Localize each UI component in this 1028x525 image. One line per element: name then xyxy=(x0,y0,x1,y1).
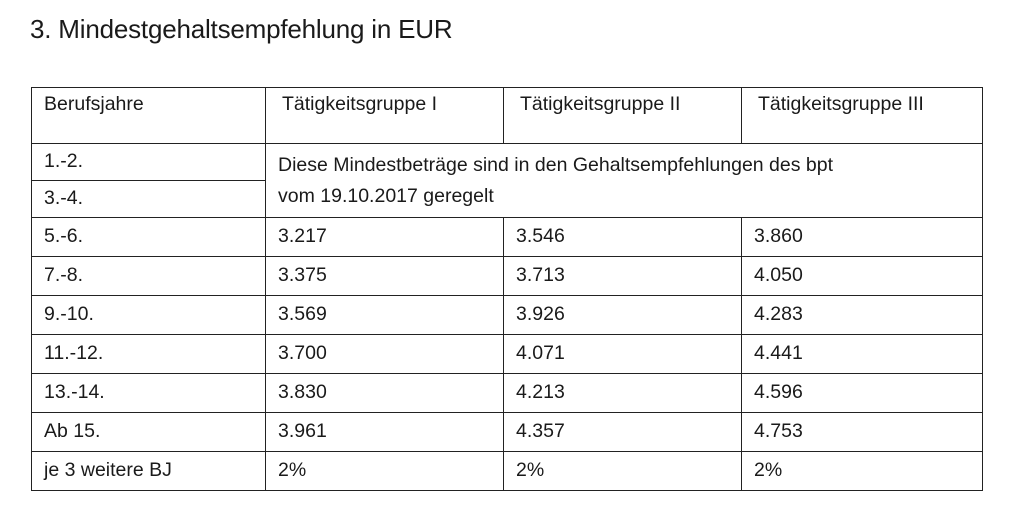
header-berufsjahre: Berufsjahre xyxy=(31,87,266,144)
row-label: 1.-2. xyxy=(31,143,266,181)
value-group-3: 2% xyxy=(741,451,983,491)
note-line-2: vom 19.10.2017 geregelt xyxy=(278,185,494,207)
table-row: 9.-10. 3.569 3.926 4.283 xyxy=(31,295,983,335)
value-group-1: 3.217 xyxy=(265,217,504,257)
value-group-3: 4.441 xyxy=(741,334,983,374)
table-row: 11.-12. 3.700 4.071 4.441 xyxy=(31,334,983,374)
value-group-2: 3.926 xyxy=(503,295,742,335)
table-row: 1.-2. Diese Mindestbeträge sind in den G… xyxy=(31,143,983,218)
value-group-2: 3.546 xyxy=(503,217,742,257)
page-title: 3. Mindestgehaltsempfehlung in EUR xyxy=(30,14,453,44)
table-row: 3.-4. xyxy=(31,180,983,218)
row-label: 7.-8. xyxy=(31,256,266,296)
value-group-1: 3.830 xyxy=(265,373,504,413)
value-group-2: 4.071 xyxy=(503,334,742,374)
value-group-2: 4.357 xyxy=(503,412,742,452)
row-label: 3.-4. xyxy=(31,180,266,218)
row-label: je 3 weitere BJ xyxy=(31,451,266,491)
header-group-2: Tätigkeitsgruppe II xyxy=(503,87,742,144)
value-group-2: 4.213 xyxy=(503,373,742,413)
row-label: Ab 15. xyxy=(31,412,266,452)
row-label: 5.-6. xyxy=(31,217,266,257)
salary-table: Berufsjahre Tätigkeitsgruppe I Tätigkeit… xyxy=(31,87,983,491)
value-group-1: 3.375 xyxy=(265,256,504,296)
row-label: 9.-10. xyxy=(31,295,266,335)
value-group-3: 4.283 xyxy=(741,295,983,335)
table-row: 5.-6. 3.217 3.546 3.860 xyxy=(31,217,983,257)
row-label: 11.-12. xyxy=(31,334,266,374)
value-group-1: 3.569 xyxy=(265,295,504,335)
note-line-1: Diese Mindestbeträge sind in den Gehalts… xyxy=(278,154,834,176)
header-group-3: Tätigkeitsgruppe III xyxy=(741,87,983,144)
header-group-1: Tätigkeitsgruppe I xyxy=(265,87,504,144)
table-row: Ab 15. 3.961 4.357 4.753 xyxy=(31,412,983,452)
value-group-3: 4.596 xyxy=(741,373,983,413)
value-group-1: 2% xyxy=(265,451,504,491)
value-group-2: 3.713 xyxy=(503,256,742,296)
value-group-3: 4.753 xyxy=(741,412,983,452)
value-group-3: 4.050 xyxy=(741,256,983,296)
table-row: 13.-14. 3.830 4.213 4.596 xyxy=(31,373,983,413)
merged-note: Diese Mindestbeträge sind in den Gehalts… xyxy=(265,143,983,218)
table-header-row: Berufsjahre Tätigkeitsgruppe I Tätigkeit… xyxy=(31,87,983,144)
value-group-1: 3.961 xyxy=(265,412,504,452)
row-label: 13.-14. xyxy=(31,373,266,413)
value-group-3: 3.860 xyxy=(741,217,983,257)
table-row: 7.-8. 3.375 3.713 4.050 xyxy=(31,256,983,296)
value-group-2: 2% xyxy=(503,451,742,491)
value-group-1: 3.700 xyxy=(265,334,504,374)
table-row: je 3 weitere BJ 2% 2% 2% xyxy=(31,451,983,491)
